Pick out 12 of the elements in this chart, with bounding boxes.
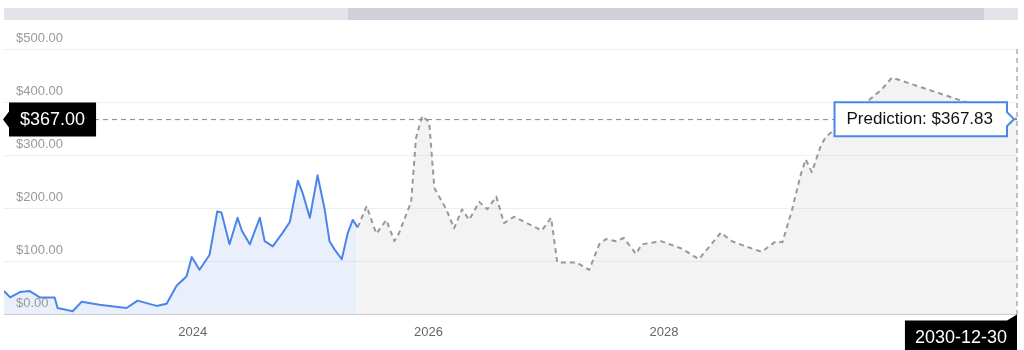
x-tick-label: 2028 [649, 323, 679, 339]
ref-line-label: $367.00 [19, 108, 86, 129]
x-tick-label: 2024 [178, 323, 208, 339]
y-tick-label: $0.00 [16, 295, 49, 311]
y-tick-label: $400.00 [16, 83, 63, 99]
y-tick-label: $200.00 [16, 189, 63, 205]
y-tick-label: $100.00 [16, 242, 63, 258]
ref-line-label: 2030-12-30 [914, 327, 1007, 348]
y-tick-label: $300.00 [16, 136, 63, 152]
annotation: Prediction: $367.83 [846, 108, 993, 128]
y-tick-label: $500.00 [16, 30, 63, 46]
x-tick-label: 2026 [414, 323, 444, 339]
